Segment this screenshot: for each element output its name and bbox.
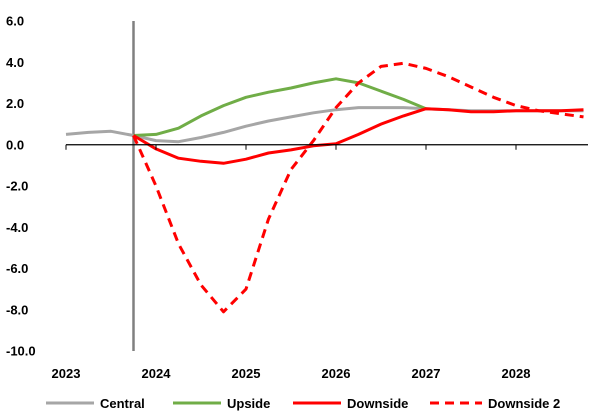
y-tick-label: -8.0 bbox=[6, 302, 28, 317]
y-tick-label: 6.0 bbox=[6, 14, 24, 29]
y-tick-label: -2.0 bbox=[6, 179, 28, 194]
series-line-central bbox=[65, 106, 584, 144]
tick-labels: 6.0 4.0 2.0 0.0 -2.0 -4.0 -6.0 -8.0 -10.0 2023 202… bbox=[6, 14, 530, 382]
x-tick-label: 2027 bbox=[412, 366, 441, 381]
legend: Central Upside Downside Downside 2 bbox=[46, 396, 560, 411]
y-tick-label: 4.0 bbox=[6, 55, 24, 70]
y-tick-label: 0.0 bbox=[6, 137, 24, 152]
x-tick-label: 2028 bbox=[502, 366, 531, 381]
x-tick-label: 2024 bbox=[142, 366, 172, 381]
series-line-downside-2 bbox=[132, 61, 584, 314]
y-tick-label: -10.0 bbox=[6, 344, 36, 359]
axes bbox=[65, 144, 588, 150]
legend-label: Downside 2 bbox=[488, 396, 560, 411]
x-tick-label: 2025 bbox=[232, 366, 261, 381]
x-tick-label: 2023 bbox=[52, 366, 81, 381]
legend-label: Downside bbox=[347, 396, 408, 411]
y-tick-label: -4.0 bbox=[6, 220, 28, 235]
y-tick-label: 2.0 bbox=[6, 96, 24, 111]
x-tick-label: 2026 bbox=[322, 366, 351, 381]
series-lines bbox=[65, 21, 584, 351]
legend-label: Central bbox=[100, 396, 145, 411]
legend-label: Upside bbox=[227, 396, 270, 411]
series-line-downside bbox=[132, 107, 584, 165]
series-line-upside bbox=[133, 77, 427, 137]
y-tick-label: -6.0 bbox=[6, 261, 28, 276]
